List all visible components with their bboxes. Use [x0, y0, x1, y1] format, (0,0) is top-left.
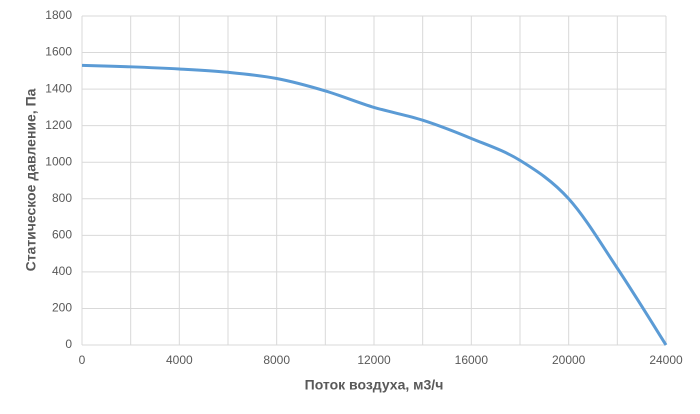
- y-tick-label: 0: [65, 337, 72, 351]
- x-tick-label: 8000: [263, 353, 290, 367]
- x-tick-label: 16000: [455, 353, 489, 367]
- x-tick-label: 20000: [552, 353, 586, 367]
- x-tick-label: 24000: [649, 353, 683, 367]
- y-tick-label: 200: [52, 301, 72, 315]
- y-tick-label: 1800: [45, 8, 72, 22]
- x-tick-label: 12000: [357, 353, 391, 367]
- x-axis-title: Поток воздуха, м3/ч: [305, 377, 444, 393]
- y-tick-label: 1600: [45, 45, 72, 59]
- x-tick-label: 4000: [166, 353, 193, 367]
- y-tick-label: 400: [52, 264, 72, 278]
- y-tick-label: 1000: [45, 154, 72, 168]
- y-axis-title: Статическое давление, Па: [23, 88, 39, 271]
- y-tick-label: 1200: [45, 118, 72, 132]
- y-tick-label: 1400: [45, 81, 72, 95]
- y-tick-label: 600: [52, 228, 72, 242]
- data-line: [81, 63, 668, 346]
- y-tick-label: 800: [52, 191, 72, 205]
- x-tick-label: 0: [79, 353, 86, 367]
